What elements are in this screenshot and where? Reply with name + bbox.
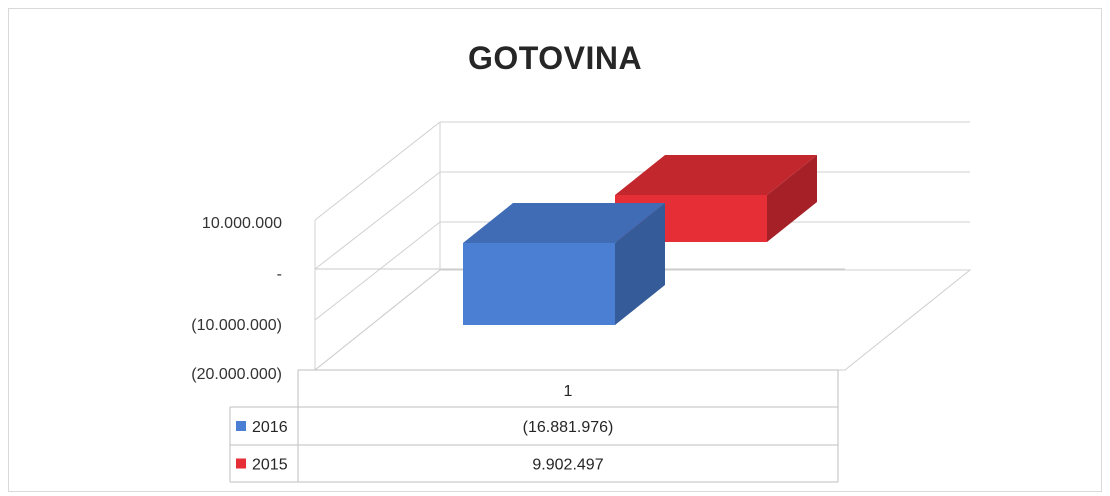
- data-label-2015: 9.902.497: [532, 457, 603, 474]
- y-tick-label: -: [277, 266, 282, 283]
- bar-top-2016: [463, 203, 665, 243]
- y-tick-label: 10.000.000: [202, 215, 282, 232]
- y-tick-label: (20.000.000): [191, 366, 282, 383]
- y-tick-label: (10.000.000): [191, 317, 282, 334]
- x-category-label: 1: [564, 383, 573, 400]
- bar-2016: [463, 243, 615, 325]
- y-axis-ticks: 10.000.000 - (10.000.000) (20.000.000): [191, 215, 282, 383]
- gridline-side: [314, 171, 441, 270]
- chart-title: GOTOVINA: [467, 40, 643, 76]
- chart-bars: [463, 155, 817, 325]
- bar-top-2015: [615, 155, 817, 195]
- data-label-2016: (16.881.976): [523, 419, 614, 436]
- legend-key-2016: [236, 421, 246, 431]
- bar-side-2016: [615, 203, 665, 325]
- gridline-side: [314, 221, 441, 321]
- legend-label-2015: 2015: [252, 457, 288, 474]
- bar-side-2015: [767, 155, 817, 242]
- data-table: 1 2016 (16.881.976) 2015 9.902.497: [229, 369, 839, 483]
- legend-label-2016: 2016: [252, 419, 288, 436]
- legend-key-2015: [236, 458, 246, 469]
- gridline-side: [314, 121, 441, 221]
